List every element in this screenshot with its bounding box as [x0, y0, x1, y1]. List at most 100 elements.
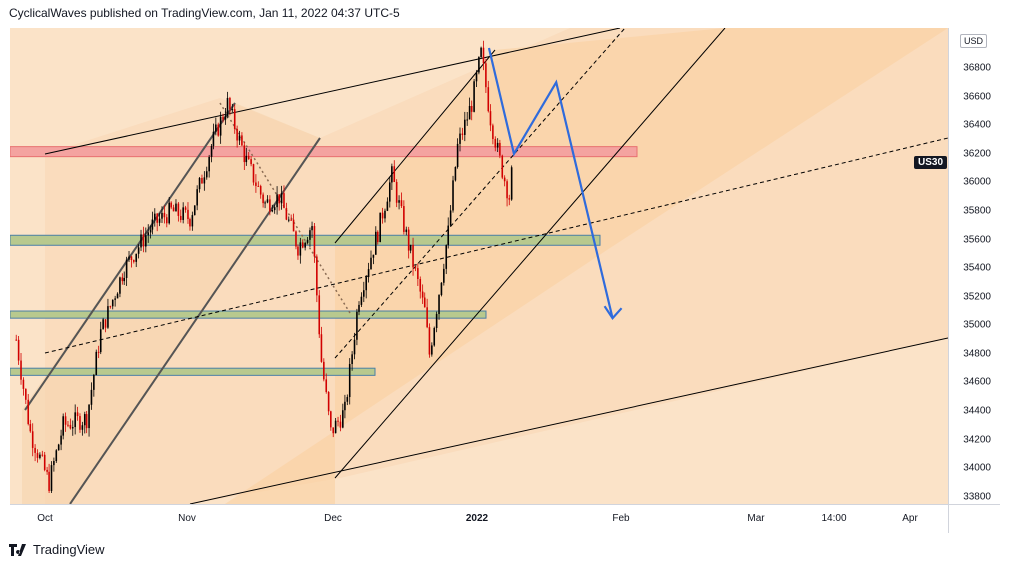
candle-body — [79, 416, 81, 430]
candle-body — [452, 180, 454, 211]
candle-body — [375, 231, 377, 255]
candle-body — [39, 454, 41, 458]
rising-channel-fill — [225, 28, 948, 504]
candle-body — [245, 155, 248, 163]
candle-body — [426, 307, 428, 328]
candle-body — [459, 133, 461, 144]
candle-body — [222, 116, 224, 120]
candle-body — [403, 206, 405, 232]
candle-body — [506, 181, 508, 199]
candle-body — [208, 156, 210, 172]
time-tick-label: Mar — [747, 513, 765, 524]
candle-body — [489, 111, 492, 126]
candle-body — [145, 235, 147, 247]
candle-body — [473, 81, 475, 112]
candle-body — [203, 177, 206, 184]
candle-body — [311, 226, 313, 231]
candle-body — [229, 97, 231, 110]
candle-body — [130, 256, 133, 260]
candle-body — [353, 339, 356, 355]
candle-body — [182, 207, 184, 220]
candle-body — [212, 131, 215, 146]
candle-body — [356, 311, 358, 340]
candle-body — [482, 47, 485, 64]
candle-body — [149, 229, 152, 233]
candle-body — [440, 282, 443, 296]
currency-label[interactable]: USD — [960, 34, 988, 48]
candle-body — [478, 57, 480, 73]
candle-body — [46, 469, 48, 472]
support-zone — [10, 310, 487, 319]
chart-plot-area[interactable] — [10, 28, 948, 504]
candle-body — [443, 268, 445, 283]
candle-body — [219, 116, 222, 136]
candle-body — [233, 109, 236, 129]
time-tick-label: 14:00 — [821, 513, 847, 524]
price-tick-label: 34400 — [963, 405, 991, 417]
candle-body — [191, 215, 194, 227]
candle-body — [304, 242, 306, 248]
price-tick-label: 33800 — [963, 491, 991, 503]
candle-body — [370, 257, 372, 270]
price-tick-label: 35800 — [963, 205, 991, 217]
time-axis[interactable]: Oct Nov Dec 2022 Feb Mar 14:00 Apr — [10, 504, 948, 533]
candle-body — [501, 155, 504, 178]
price-axis[interactable]: 33800 34000 34200 34400 34600 34800 35000 35200… — [948, 28, 1000, 504]
candle-body — [285, 208, 288, 220]
candle-body — [133, 259, 135, 262]
candle-body — [128, 256, 130, 260]
candle-body — [358, 304, 360, 312]
candle-body — [278, 194, 280, 204]
candle-body — [165, 217, 168, 224]
candle-body — [301, 242, 304, 248]
median-dashed-line — [44, 137, 948, 354]
candle-body — [318, 295, 321, 335]
candle-body — [334, 420, 337, 434]
candle-body — [198, 177, 201, 190]
price-tick-label: 36800 — [963, 62, 991, 74]
candle-body — [348, 363, 351, 398]
candle-body — [508, 198, 511, 200]
time-tick-label: Dec — [324, 513, 342, 524]
candle-body — [339, 421, 342, 428]
candle-body — [393, 166, 396, 182]
footer-brand[interactable]: TradingView — [9, 542, 105, 557]
time-tick-label: Feb — [612, 513, 630, 524]
price-tick-label: 35400 — [963, 262, 991, 274]
candle-body — [97, 351, 100, 353]
candlestick-chart — [10, 28, 948, 504]
rising-channel-bottom-line — [334, 28, 726, 479]
candle-body — [456, 143, 459, 167]
candle-body — [342, 410, 344, 428]
candle-body — [15, 339, 18, 341]
axis-corner — [948, 504, 1000, 533]
price-tick-label: 34800 — [963, 348, 991, 360]
candle-body — [400, 200, 403, 207]
candle-body — [20, 360, 22, 380]
candle-body — [259, 186, 262, 195]
candle-body — [351, 354, 353, 364]
candle-body — [391, 166, 393, 183]
candle-body — [48, 471, 50, 491]
candle-body — [27, 399, 30, 425]
candle-body — [496, 142, 499, 148]
candle-body — [386, 201, 389, 211]
price-tick-label: 36600 — [963, 91, 991, 103]
candle-body — [283, 193, 285, 209]
symbol-price-tag: US30 — [914, 156, 948, 169]
candle-body — [470, 105, 473, 112]
candle-body — [55, 450, 58, 462]
candle-body — [102, 319, 104, 330]
candle-body — [503, 177, 506, 182]
candle-body — [309, 230, 311, 240]
candle-body — [276, 194, 278, 208]
candle-body — [184, 207, 187, 210]
candle-body — [17, 339, 20, 361]
candle-body — [215, 124, 217, 132]
candle-body — [241, 135, 243, 146]
projection-path — [487, 47, 614, 319]
price-tick-label: 35600 — [963, 234, 991, 246]
candle-body — [306, 239, 309, 243]
candle-body — [135, 253, 138, 262]
candle-body — [109, 306, 112, 308]
